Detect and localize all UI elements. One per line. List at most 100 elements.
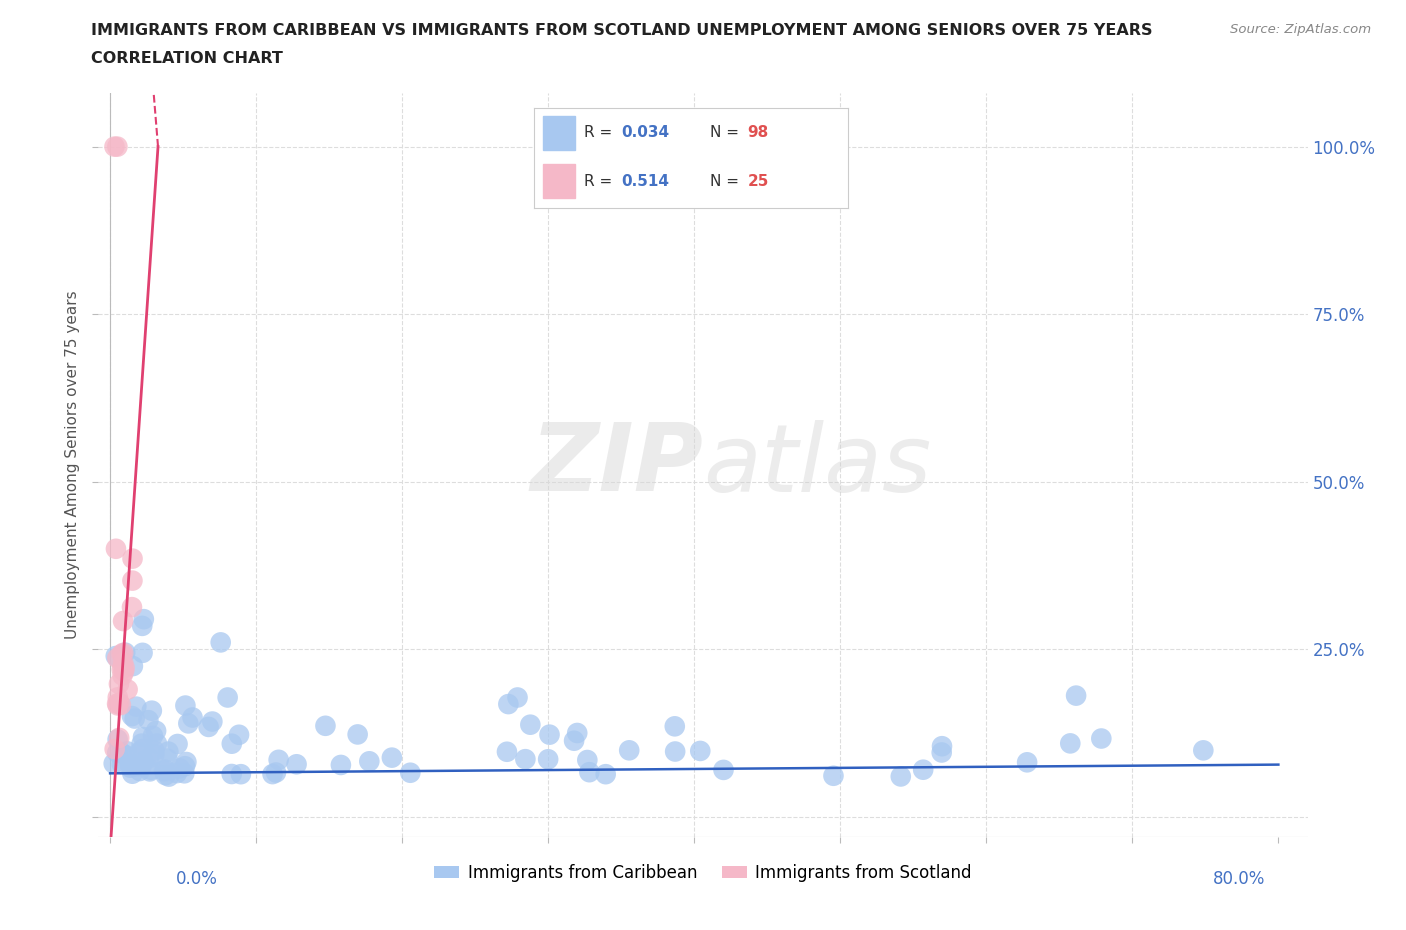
- Point: [537, 751, 560, 766]
- Point: [329, 758, 352, 773]
- Text: IMMIGRANTS FROM CARIBBEAN VS IMMIGRANTS FROM SCOTLAND UNEMPLOYMENT AMONG SENIORS: IMMIGRANTS FROM CARIBBEAN VS IMMIGRANTS …: [91, 23, 1153, 38]
- Point: [107, 732, 129, 747]
- Point: [197, 720, 219, 735]
- Point: [1192, 743, 1215, 758]
- Text: Source: ZipAtlas.com: Source: ZipAtlas.com: [1230, 23, 1371, 36]
- Text: ZIP: ZIP: [530, 419, 703, 511]
- Point: [264, 765, 287, 780]
- Point: [1090, 731, 1112, 746]
- Point: [221, 766, 243, 781]
- Point: [285, 757, 308, 772]
- Point: [912, 763, 935, 777]
- Point: [359, 754, 381, 769]
- Point: [132, 730, 155, 745]
- Point: [157, 769, 180, 784]
- Point: [890, 769, 912, 784]
- Point: [125, 699, 148, 714]
- Point: [108, 696, 131, 711]
- Point: [103, 756, 125, 771]
- Point: [145, 724, 167, 738]
- Point: [131, 737, 153, 751]
- Point: [173, 766, 195, 781]
- Text: 80.0%: 80.0%: [1213, 870, 1265, 887]
- Point: [112, 614, 135, 629]
- Point: [124, 759, 146, 774]
- Point: [176, 754, 198, 769]
- Point: [229, 766, 252, 781]
- Point: [228, 727, 250, 742]
- Point: [104, 541, 127, 556]
- Point: [515, 751, 537, 766]
- Point: [107, 698, 129, 713]
- Point: [138, 712, 160, 727]
- Point: [104, 648, 127, 663]
- Point: [689, 743, 711, 758]
- Point: [121, 600, 143, 615]
- Point: [713, 763, 735, 777]
- Point: [112, 656, 135, 671]
- Point: [578, 764, 600, 779]
- Point: [107, 690, 129, 705]
- Point: [118, 756, 141, 771]
- Point: [120, 760, 142, 775]
- Point: [174, 759, 197, 774]
- Point: [1059, 736, 1081, 751]
- Point: [399, 765, 422, 780]
- Point: [506, 690, 529, 705]
- Legend: Immigrants from Caribbean, Immigrants from Scotland: Immigrants from Caribbean, Immigrants fr…: [427, 857, 979, 888]
- Text: 0.0%: 0.0%: [176, 870, 218, 887]
- Point: [664, 744, 686, 759]
- Point: [132, 612, 155, 627]
- Point: [131, 741, 153, 756]
- Point: [120, 758, 142, 773]
- Point: [124, 711, 146, 726]
- Point: [181, 711, 204, 725]
- Point: [166, 737, 188, 751]
- Point: [110, 646, 132, 661]
- Point: [931, 745, 953, 760]
- Point: [143, 747, 166, 762]
- Point: [110, 745, 132, 760]
- Point: [567, 725, 589, 740]
- Point: [931, 738, 953, 753]
- Point: [139, 763, 162, 777]
- Point: [576, 752, 599, 767]
- Point: [132, 754, 155, 769]
- Point: [131, 618, 153, 633]
- Point: [117, 682, 139, 697]
- Point: [174, 698, 197, 713]
- Point: [114, 660, 136, 675]
- Point: [217, 690, 239, 705]
- Point: [1017, 755, 1039, 770]
- Point: [110, 698, 132, 712]
- Point: [114, 748, 136, 763]
- Point: [155, 763, 177, 777]
- Point: [177, 716, 200, 731]
- Point: [221, 737, 243, 751]
- Point: [105, 745, 128, 760]
- Point: [128, 745, 150, 760]
- Point: [139, 764, 162, 778]
- Point: [111, 757, 134, 772]
- Point: [138, 751, 160, 765]
- Point: [111, 659, 134, 674]
- Point: [112, 664, 135, 679]
- Point: [104, 741, 127, 756]
- Point: [146, 737, 169, 751]
- Point: [169, 761, 191, 776]
- Point: [823, 768, 845, 783]
- Point: [115, 744, 138, 759]
- Point: [105, 697, 128, 711]
- Point: [519, 717, 541, 732]
- Point: [112, 645, 135, 660]
- Point: [141, 703, 163, 718]
- Point: [155, 768, 177, 783]
- Point: [664, 719, 686, 734]
- Point: [538, 727, 561, 742]
- Point: [121, 709, 143, 724]
- Point: [105, 651, 128, 666]
- Point: [153, 764, 176, 778]
- Point: [111, 662, 134, 677]
- Point: [595, 766, 617, 781]
- Point: [1064, 688, 1087, 703]
